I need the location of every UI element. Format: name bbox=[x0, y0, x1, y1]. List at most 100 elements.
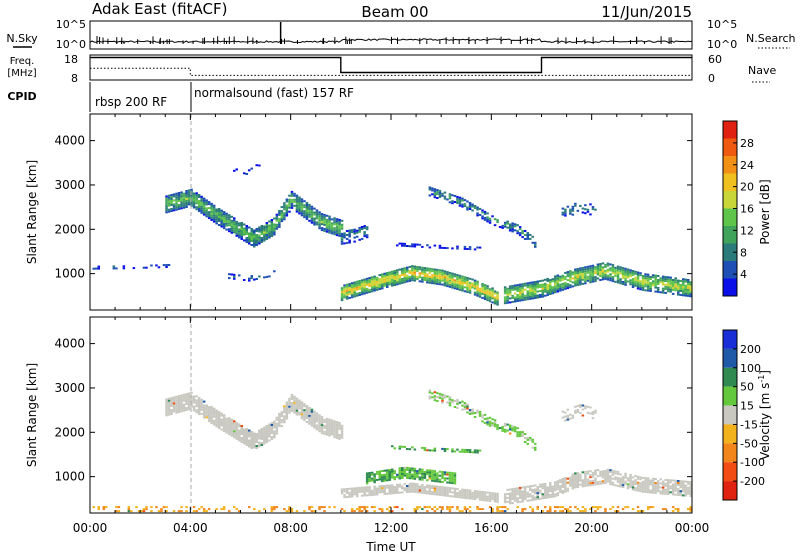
echo-cell bbox=[315, 416, 319, 419]
echo-cell bbox=[438, 493, 442, 496]
echo-cell bbox=[579, 405, 582, 408]
echo-cell bbox=[310, 219, 314, 222]
echo-cell bbox=[263, 239, 266, 242]
echo-cell bbox=[511, 502, 514, 504]
echo-cell bbox=[559, 487, 562, 490]
echo-cell bbox=[656, 290, 660, 293]
echo-cell bbox=[526, 495, 530, 498]
echo-cell bbox=[378, 476, 382, 479]
echo-cell bbox=[235, 226, 239, 229]
frequency-line bbox=[90, 56, 692, 74]
echo-cell bbox=[463, 290, 467, 293]
echo-cell bbox=[621, 273, 625, 275]
echo-cell bbox=[559, 510, 562, 513]
echo-cell bbox=[554, 481, 557, 484]
echo-cell bbox=[310, 221, 314, 224]
echo-cell bbox=[586, 470, 590, 473]
echo-cell bbox=[381, 273, 384, 276]
echo-cell bbox=[283, 508, 286, 511]
echo-cell bbox=[381, 510, 384, 513]
echo-cell bbox=[310, 416, 314, 419]
echo-cell bbox=[255, 230, 259, 232]
echo-cell bbox=[248, 226, 251, 229]
echo-cell bbox=[150, 264, 153, 267]
echo-cell bbox=[453, 400, 457, 402]
echo-cell bbox=[491, 291, 494, 294]
echo-cell bbox=[92, 267, 96, 270]
echo-band bbox=[391, 445, 482, 454]
echo-cell bbox=[644, 491, 647, 493]
echo-cell bbox=[473, 498, 477, 501]
echo-cell bbox=[225, 216, 228, 219]
echo-cell bbox=[323, 418, 326, 421]
echo-cell bbox=[456, 247, 459, 250]
echo-cell bbox=[406, 476, 409, 479]
echo-cell bbox=[569, 510, 572, 513]
echo-cell bbox=[200, 195, 203, 198]
echo-cell bbox=[656, 281, 660, 283]
echo-cell bbox=[579, 273, 582, 276]
echo-cell bbox=[406, 489, 409, 491]
echo-cell bbox=[609, 471, 612, 474]
echo-cell bbox=[230, 432, 234, 435]
echo-cell bbox=[531, 494, 535, 497]
echo-cell bbox=[453, 273, 457, 276]
echo-cell bbox=[222, 211, 226, 214]
echo-cell bbox=[624, 279, 627, 282]
echo-cell bbox=[335, 427, 339, 430]
echo-cell bbox=[396, 273, 399, 276]
echo-cell bbox=[303, 216, 306, 219]
echo-cell bbox=[639, 486, 642, 489]
echo-cell bbox=[594, 272, 597, 275]
echo-cell bbox=[569, 506, 572, 509]
echo-cell bbox=[340, 490, 344, 493]
echo-cell bbox=[220, 223, 223, 226]
echo-cell bbox=[448, 195, 452, 198]
echo-cell bbox=[418, 506, 422, 509]
echo-cell bbox=[511, 222, 514, 225]
echo-cell bbox=[378, 278, 382, 281]
echo-cell bbox=[478, 410, 482, 413]
echo-cell bbox=[564, 490, 567, 493]
echo-cell bbox=[248, 429, 251, 432]
echo-cell bbox=[310, 209, 314, 212]
echo-cell bbox=[335, 429, 339, 432]
echo-cell bbox=[466, 451, 469, 453]
echo-cell bbox=[165, 203, 168, 206]
echo-cell bbox=[298, 399, 301, 402]
echo-cell bbox=[217, 411, 221, 413]
echo-cell bbox=[513, 428, 517, 431]
echo-cell bbox=[508, 494, 512, 497]
echo-cell bbox=[320, 422, 324, 425]
echo-cell bbox=[554, 287, 557, 290]
echo-cell bbox=[493, 300, 497, 303]
echo-cell bbox=[396, 489, 399, 492]
echo-cell bbox=[654, 489, 657, 492]
echo-cell bbox=[684, 490, 688, 493]
echo-cell bbox=[406, 485, 409, 487]
echo-cell bbox=[441, 508, 444, 511]
y-tick-label: 3000 bbox=[54, 381, 85, 395]
echo-cell bbox=[323, 215, 326, 218]
echo-cell bbox=[458, 274, 462, 277]
echo-cell bbox=[197, 200, 201, 202]
echo-cell bbox=[576, 478, 580, 480]
echo-cell bbox=[115, 506, 118, 509]
cpid-mode-1: rbsp 200 RF bbox=[95, 95, 167, 109]
velocity-colorbar-swatch bbox=[723, 330, 737, 349]
echo-cell bbox=[536, 490, 540, 493]
echo-cell bbox=[689, 289, 693, 292]
echo-cell bbox=[212, 419, 216, 422]
echo-cell bbox=[544, 288, 547, 291]
echo-cell bbox=[383, 492, 387, 495]
echo-cell bbox=[433, 478, 437, 481]
echo-cell bbox=[689, 485, 693, 488]
echo-cell bbox=[250, 445, 254, 447]
echo-cell bbox=[458, 288, 462, 291]
echo-cell bbox=[393, 270, 397, 272]
echo-cell bbox=[451, 478, 454, 481]
echo-cell bbox=[574, 474, 577, 477]
echo-cell bbox=[596, 263, 600, 266]
echo-cell bbox=[328, 424, 331, 427]
echo-cell bbox=[476, 294, 479, 297]
